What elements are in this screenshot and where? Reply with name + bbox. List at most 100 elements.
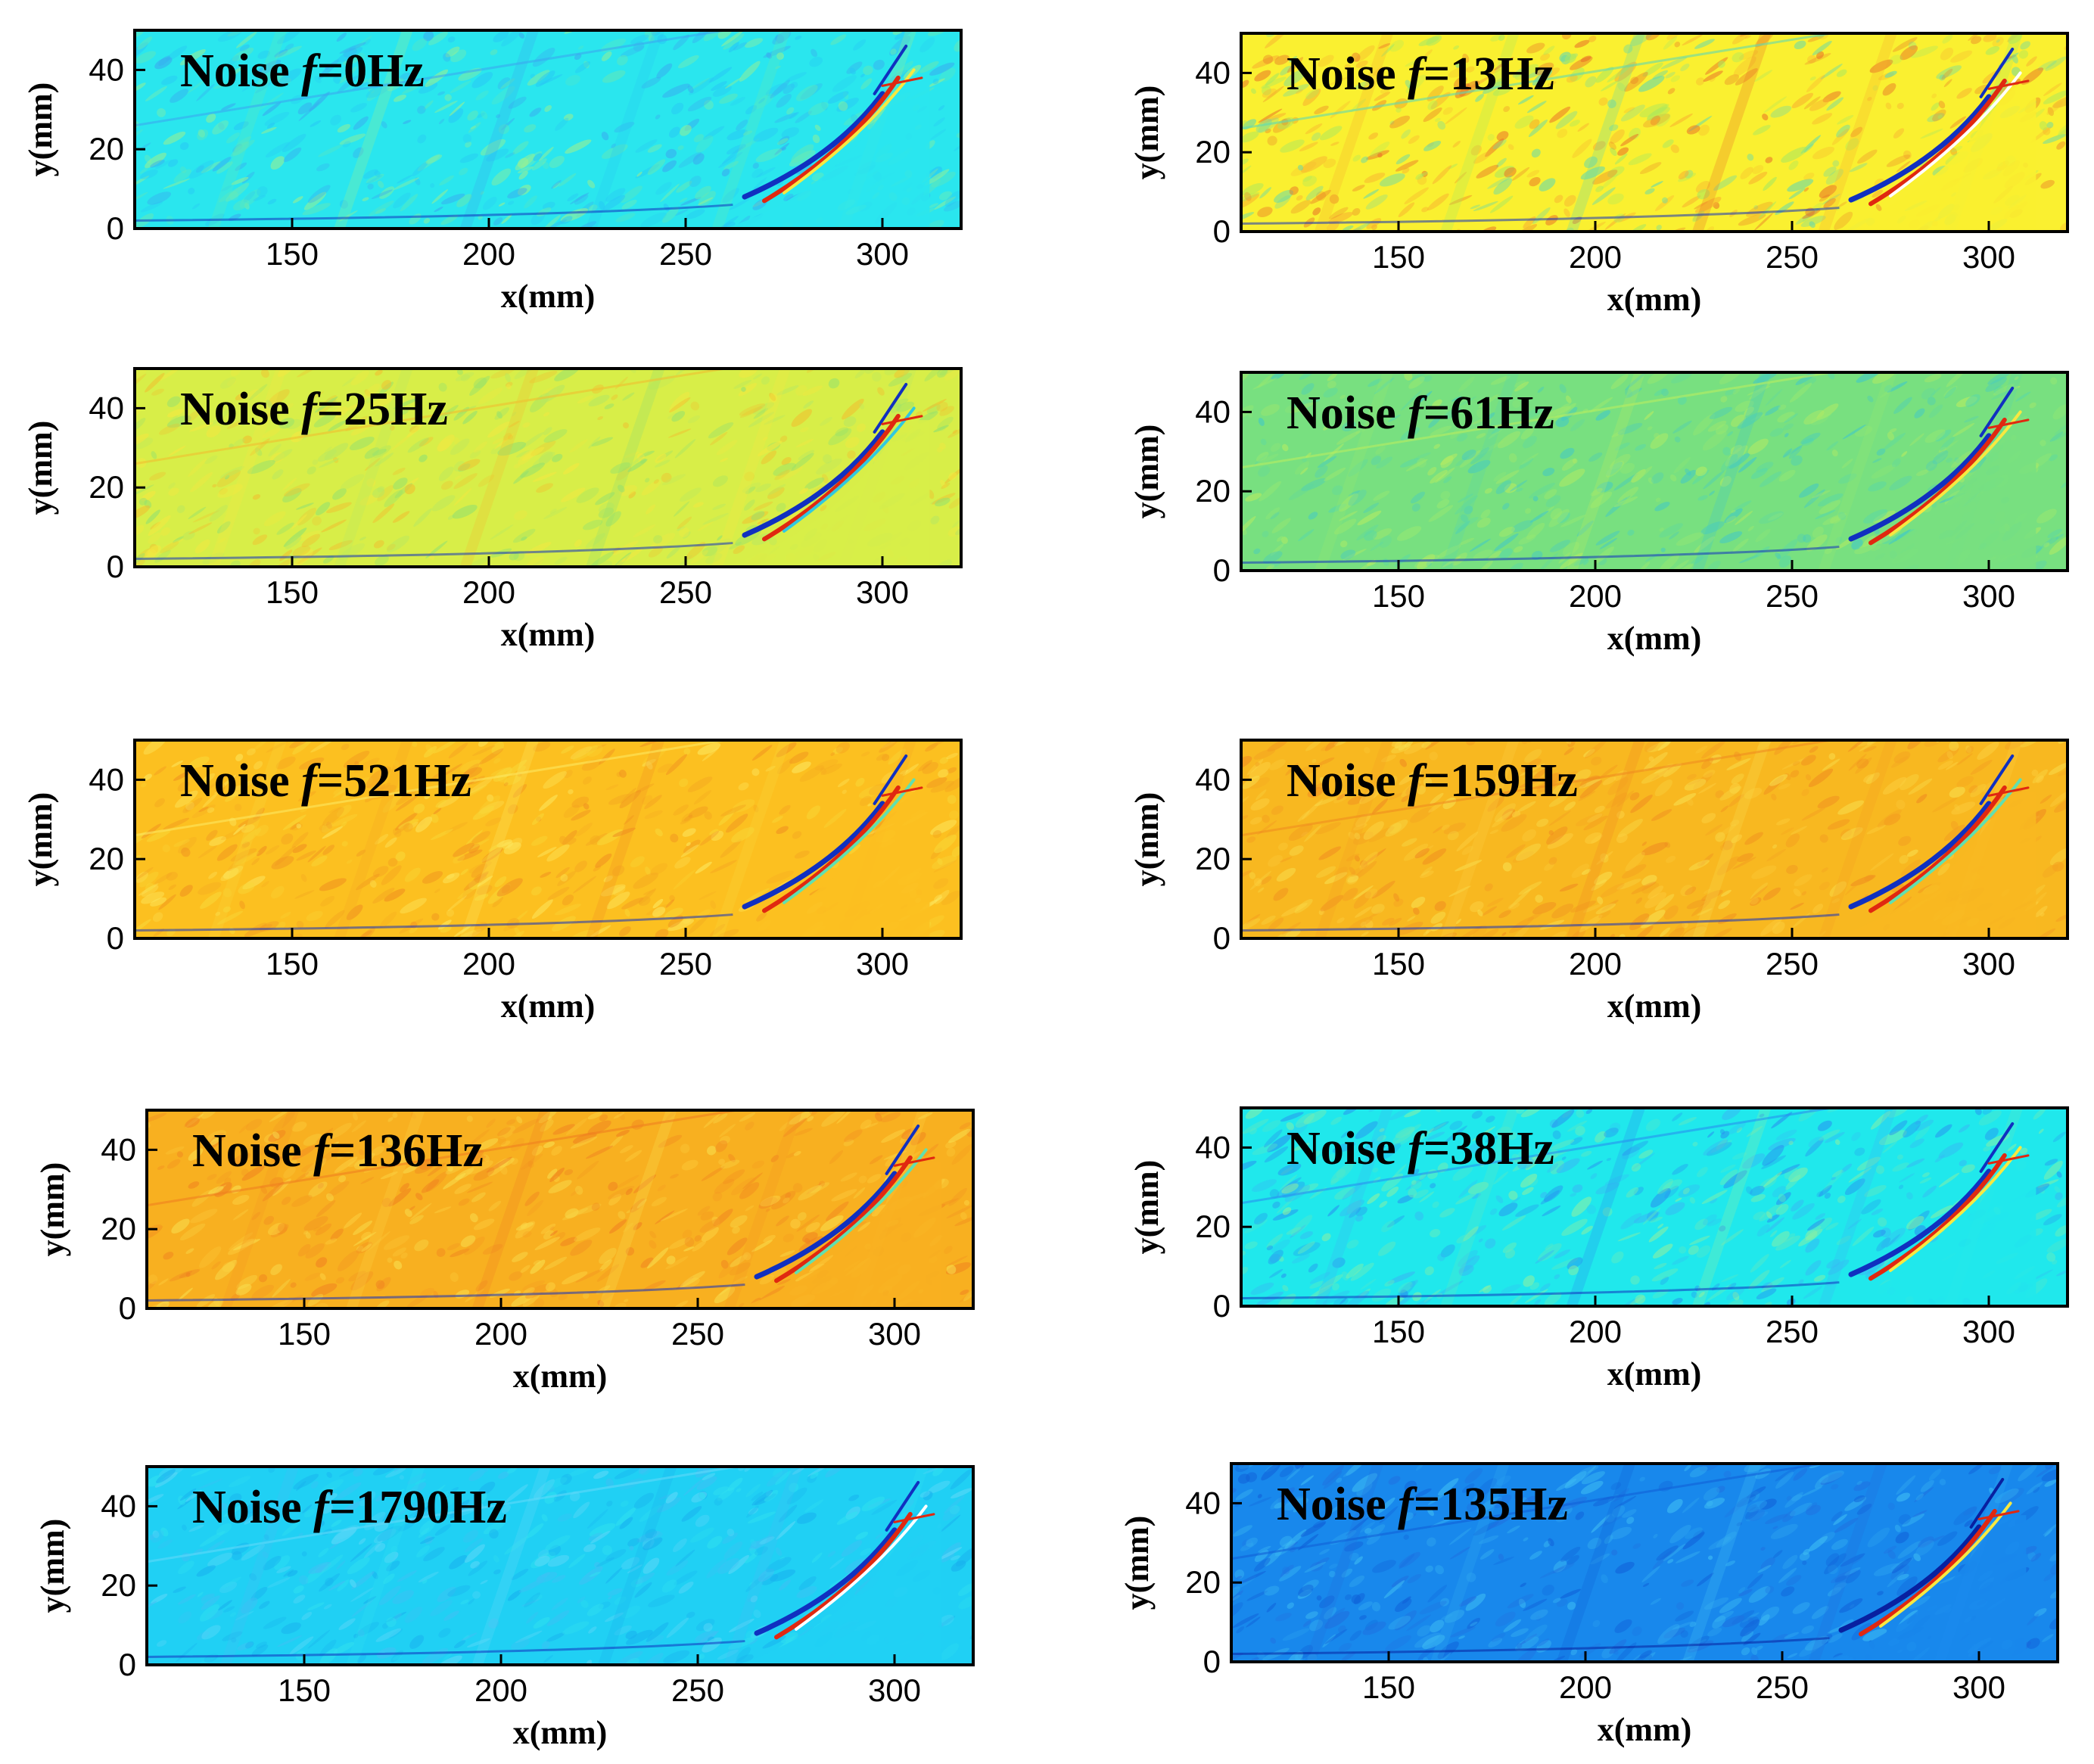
noise-speckle [1732,387,1741,395]
noise-speckle [462,886,477,900]
noise-speckle [274,1555,291,1570]
noise-speckle [1680,885,1693,897]
shock-structure [881,786,923,797]
noise-speckle [1641,882,1660,894]
noise-speckle [1280,1112,1304,1122]
noise-speckle [1249,817,1262,825]
noise-speckle [383,1235,410,1250]
noise-speckle [1614,153,1628,165]
noise-speckle [1844,876,1865,896]
title-freq-value: =136Hz [329,1125,484,1177]
noise-speckle [1750,1194,1766,1202]
noise-speckle [692,1240,707,1252]
noise-speckle [147,1112,167,1124]
noise-speckle [1352,208,1361,216]
noise-speckle [1508,453,1517,463]
noise-speckle [283,483,310,497]
noise-speckle [163,1252,174,1260]
noise-speckle [871,1204,888,1217]
noise-speckle [544,1492,557,1504]
noise-speckle [798,1576,817,1591]
noise-speckle [435,799,446,808]
noise-speckle [877,387,885,396]
noise-speckle [1272,1209,1299,1221]
noise-speckle [1295,89,1303,95]
noise-speckle [1404,1109,1421,1118]
noise-speckle [742,130,753,135]
noise-speckle [588,436,601,449]
noise-speckle [221,185,232,191]
title-freq-value: =0Hz [317,45,425,97]
noise-speckle [683,531,691,539]
noise-speckle [1357,510,1382,526]
noise-speckle [341,743,350,751]
noise-speckle [1594,546,1614,565]
noise-speckle [1434,901,1446,911]
noise-speckle [198,806,209,813]
noise-speckle [1398,744,1407,751]
noise-speckle [463,784,487,799]
noise-speckle [1573,558,1589,566]
noise-speckle [352,82,370,90]
noise-speckle [1849,163,1868,173]
noise-speckle [350,1271,374,1291]
noise-speckle [454,475,462,481]
heatmap-field [1241,33,2068,232]
noise-speckle [444,822,468,834]
noise-speckle [513,463,521,469]
noise-speckle [1547,81,1557,86]
noise-speckle [2054,1186,2061,1193]
noise-speckle [651,1196,667,1207]
noise-speckle [1494,57,1514,70]
noise-speckle [621,548,643,562]
noise-speckle [352,1112,358,1121]
noise-speckle [616,465,632,481]
noise-speckle [1600,764,1618,779]
noise-speckle [1759,1202,1783,1221]
noise-speckle [933,860,957,873]
noise-speckle [1355,814,1371,827]
noise-speckle [1915,1119,1934,1131]
noise-speckle [375,1491,390,1502]
noise-speckle [403,1163,421,1174]
noise-speckle [1340,549,1356,560]
noise-speckle [245,1118,263,1131]
noise-speckle [783,1197,790,1204]
noise-speckle [1408,372,1436,382]
noise-speckle [687,776,713,792]
noise-speckle [1336,1168,1346,1178]
noise-speckle [166,45,188,61]
noise-speckle [498,1157,515,1168]
noise-speckle [1609,124,1619,132]
noise-speckle [1659,523,1683,538]
noise-speckle [848,844,861,854]
noise-speckle [1421,866,1433,876]
noise-speckle [345,403,362,412]
noise-speckle [1427,100,1438,110]
noise-speckle [408,1504,433,1517]
noise-speckle [1562,541,1580,556]
noise-speckle [1544,1292,1562,1306]
noise-speckle [1934,1124,1952,1138]
noise-speckle [1719,1225,1726,1232]
noise-speckle [311,855,328,866]
noise-speckle [1703,470,1725,490]
noise-speckle [1443,476,1452,484]
noise-speckle [265,142,291,158]
shock-structure [774,1511,913,1640]
noise-speckle [699,830,720,846]
noise-speckle [336,47,363,63]
noise-speckle [1542,468,1555,477]
noise-speckle [1556,770,1579,783]
noise-speckle [1315,822,1342,835]
noise-speckle [1875,1165,1884,1174]
noise-speckle [272,469,284,480]
noise-speckle [1829,881,1847,897]
noise-speckle [1855,757,1872,774]
noise-speckle [574,1186,583,1195]
noise-speckle [776,385,799,396]
noise-speckle [1324,467,1346,481]
noise-speckle [1732,51,1744,63]
noise-speckle [1408,1188,1417,1198]
